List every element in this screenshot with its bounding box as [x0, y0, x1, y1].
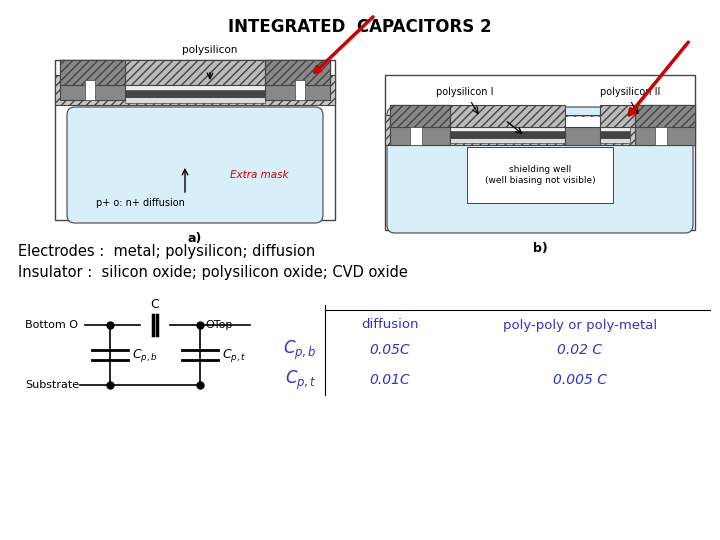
Text: a): a) — [188, 232, 202, 245]
Bar — [600, 105, 690, 127]
Text: poly-poly or poly-metal: poly-poly or poly-metal — [503, 319, 657, 332]
Text: OTop: OTop — [205, 320, 233, 330]
Text: INTEGRATED  CAPACITORS 2: INTEGRATED CAPACITORS 2 — [228, 18, 492, 36]
Bar — [265, 60, 330, 100]
Text: 0.005 C: 0.005 C — [553, 373, 607, 387]
Text: 0.05C: 0.05C — [369, 343, 410, 357]
Bar — [450, 131, 630, 138]
Text: b): b) — [533, 242, 547, 255]
FancyBboxPatch shape — [67, 107, 323, 223]
Bar — [385, 115, 695, 145]
Bar — [410, 127, 422, 145]
Bar — [125, 85, 265, 90]
Text: Substrate: Substrate — [25, 380, 79, 390]
Text: $C_{p,b}$: $C_{p,b}$ — [283, 339, 317, 362]
Text: Electrodes :  metal; polysilicon; diffusion: Electrodes : metal; polysilicon; diffusi… — [18, 244, 315, 259]
Bar — [265, 60, 330, 85]
Bar — [60, 60, 330, 85]
Text: polysilicon I: polysilicon I — [436, 87, 494, 97]
Text: 0.01C: 0.01C — [369, 373, 410, 387]
Text: $C_{p,t}$: $C_{p,t}$ — [222, 347, 246, 363]
Bar — [635, 105, 695, 127]
Bar — [450, 117, 630, 143]
Text: p+ o: n+ diffusion: p+ o: n+ diffusion — [96, 198, 184, 208]
Bar — [390, 105, 450, 145]
Text: $C_{p,t}$: $C_{p,t}$ — [285, 368, 317, 392]
Bar — [390, 105, 565, 127]
FancyBboxPatch shape — [387, 107, 693, 233]
Text: $C_{p,b}$: $C_{p,b}$ — [132, 347, 158, 363]
Bar — [60, 60, 125, 85]
Bar — [450, 127, 630, 131]
Text: diffusion: diffusion — [361, 319, 419, 332]
Bar — [125, 97, 265, 103]
Bar — [390, 105, 450, 127]
Bar — [385, 75, 695, 230]
Bar — [60, 60, 125, 100]
Text: polysilicon: polysilicon — [182, 45, 238, 55]
Bar — [55, 75, 335, 105]
Bar — [565, 127, 600, 145]
Bar — [125, 77, 265, 103]
Text: Extra mask: Extra mask — [230, 170, 289, 180]
Text: Insulator :  silicon oxide; polysilicon oxide; CVD oxide: Insulator : silicon oxide; polysilicon o… — [18, 265, 408, 280]
Bar — [85, 80, 95, 100]
Text: 0.02 C: 0.02 C — [557, 343, 603, 357]
Text: shielding well
(well biasing not visible): shielding well (well biasing not visible… — [485, 165, 595, 185]
Bar — [450, 138, 630, 143]
Bar — [55, 60, 335, 220]
Bar — [635, 105, 695, 145]
Bar — [655, 127, 667, 145]
Bar — [295, 80, 305, 100]
Bar — [125, 90, 265, 97]
Text: C: C — [150, 298, 159, 311]
Text: polysilicon II: polysilicon II — [600, 87, 660, 97]
Text: Bottom O: Bottom O — [25, 320, 78, 330]
